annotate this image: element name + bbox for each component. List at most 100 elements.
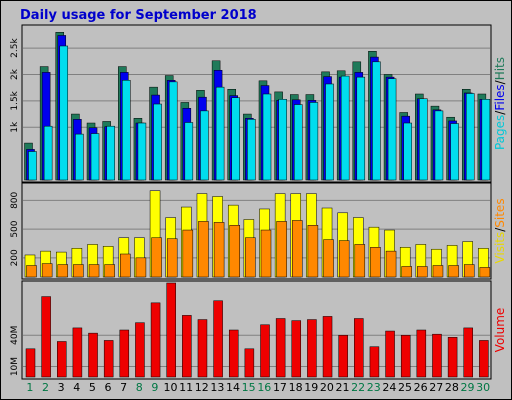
day-label: 9	[151, 381, 158, 394]
ylabel-part: /	[493, 79, 507, 84]
pages-bar	[184, 122, 194, 181]
sites-bar	[88, 264, 100, 278]
sites-bar	[338, 240, 350, 278]
pages-bar	[137, 122, 147, 181]
y-tick-label: 1.5k	[10, 90, 20, 110]
sites-bar	[354, 244, 366, 278]
pages-bar	[419, 98, 428, 181]
volume-bar	[354, 318, 364, 378]
pages-bar	[262, 93, 272, 181]
day-label: 6	[104, 381, 111, 394]
volume-bar	[57, 341, 67, 378]
panel-frame-hits	[21, 24, 492, 183]
sites-bar	[198, 221, 209, 278]
volume-bar	[260, 324, 270, 378]
y-tick-label: 200	[10, 249, 20, 266]
day-label: 1	[26, 381, 33, 394]
pages-bar	[481, 99, 491, 181]
pages-bar	[28, 151, 37, 181]
ylabel-part: Files	[493, 84, 507, 110]
sites-bar	[135, 257, 147, 278]
sites-bar	[370, 247, 381, 278]
volume-bar	[385, 330, 395, 378]
sites-bar	[104, 264, 115, 278]
sites-bar	[463, 264, 475, 278]
day-label: 5	[89, 381, 96, 394]
pages-bar	[340, 75, 350, 181]
sites-bar	[41, 263, 53, 278]
panel-volume: 10M 40M Volume	[10, 280, 507, 380]
volume-bar	[72, 327, 83, 378]
volume-bar	[119, 329, 130, 378]
y-tick-label: 500	[10, 220, 20, 237]
day-label: 4	[73, 381, 80, 394]
volume-bar	[150, 302, 161, 378]
sites-bar	[182, 229, 194, 278]
day-label: 27	[429, 381, 443, 394]
pages-bar	[200, 110, 209, 181]
pages-bar	[294, 104, 303, 181]
day-label: 16	[257, 381, 271, 394]
pages-bar	[43, 125, 53, 181]
pages-bar	[325, 83, 334, 181]
day-label: 11	[179, 381, 193, 394]
volume-bar	[228, 329, 239, 378]
sites-bar	[213, 222, 225, 278]
volume-bar	[197, 319, 208, 378]
volume-bar	[275, 318, 286, 378]
pages-bar	[247, 119, 256, 181]
day-label: 18	[289, 381, 303, 394]
sites-bar	[323, 239, 334, 278]
pages-bar	[387, 78, 397, 181]
sites-bar	[260, 229, 272, 278]
panel-frame-volume	[21, 280, 492, 380]
pages-bar	[309, 102, 319, 181]
pages-bar	[153, 103, 162, 181]
sites-bar	[26, 265, 37, 278]
sites-bar	[276, 221, 287, 278]
day-label: 2	[42, 381, 49, 394]
sites-bar	[432, 265, 444, 278]
sites-bar	[120, 253, 131, 278]
volume-bar	[166, 282, 176, 378]
day-label: 21	[335, 381, 349, 394]
y-tick-label: 1k	[10, 121, 20, 133]
day-label: 19	[304, 381, 318, 394]
pages-bar	[465, 93, 475, 181]
volume-bar	[103, 340, 114, 378]
ylabel-part: Visits	[493, 232, 507, 264]
y-tick-label: 40M	[10, 326, 20, 345]
y-tick-label: 2.5k	[10, 38, 20, 58]
day-label: 13	[210, 381, 224, 394]
y-tick-label: 800	[10, 191, 20, 208]
volume-bar	[307, 319, 317, 378]
sites-bar	[229, 225, 240, 278]
volume-bar	[432, 333, 442, 378]
pages-bar	[278, 99, 287, 181]
chart-panels: 1k1.5k2k2.5kPages/Files/Hits200500800Vis…	[10, 24, 507, 380]
panel-ylabel-visits: Visits/Sites	[493, 198, 507, 263]
ylabel-part: Hits	[493, 57, 507, 80]
volume-bar	[88, 332, 98, 378]
volume-bar	[25, 348, 36, 378]
day-label: 30	[476, 381, 490, 394]
day-label: 22	[351, 381, 365, 394]
sites-bar	[307, 225, 319, 278]
chart-title: Daily usage for September 2018	[20, 8, 257, 23]
sites-bar	[245, 237, 256, 278]
sites-bar	[479, 267, 491, 278]
volume-bar	[244, 348, 255, 378]
day-label: 8	[136, 381, 143, 394]
volume-bar	[400, 334, 411, 378]
day-label: 3	[58, 381, 65, 394]
panel-ylabel-hits: Pages/Files/Hits	[493, 57, 507, 150]
ylabel-part: Volume	[493, 308, 507, 353]
ylabel-part: Sites	[493, 198, 507, 227]
pages-bar	[450, 123, 459, 181]
sites-bar	[57, 264, 69, 278]
panel-visits: 200 500 800 Visits/Sites	[10, 182, 507, 280]
day-label: 23	[367, 381, 381, 394]
day-label: 20	[320, 381, 334, 394]
volume-bar	[41, 296, 51, 378]
